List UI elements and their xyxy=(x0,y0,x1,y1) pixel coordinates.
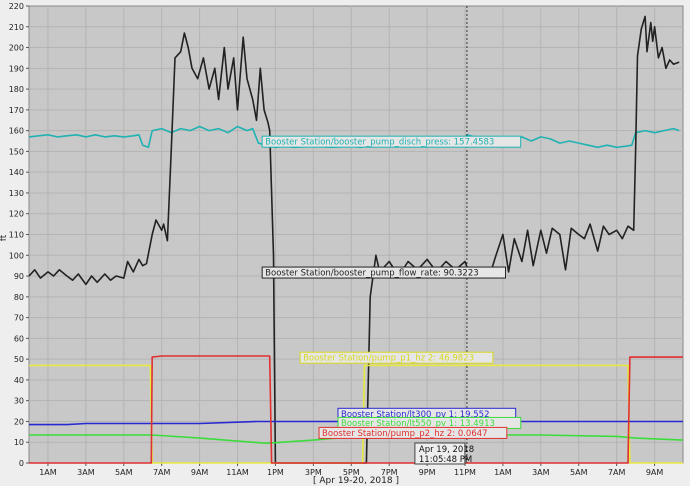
grid-lines xyxy=(29,6,683,463)
y-tick-label: 120 xyxy=(9,210,24,219)
y-tick-label: 220 xyxy=(9,2,24,11)
y-tick-label: 90 xyxy=(14,272,24,281)
annotation-box xyxy=(318,426,508,439)
x-tick-label: 1AM xyxy=(494,468,512,477)
x-tick-label: 7AM xyxy=(153,468,171,477)
x-tick-label: 9PM xyxy=(419,468,436,477)
y-tick-label: 140 xyxy=(9,168,24,177)
y-tick-label: 130 xyxy=(9,189,24,198)
y-tick-label: 190 xyxy=(9,64,24,73)
y-tick-label: 150 xyxy=(9,147,24,156)
annotations: Booster Station/booster_pump_disch_press… xyxy=(261,135,522,439)
x-tick-label: 5PM xyxy=(343,468,360,477)
x-tick-label: 9AM xyxy=(646,468,664,477)
y-tick-label: 210 xyxy=(9,23,24,32)
y-tick-label: 50 xyxy=(14,355,24,364)
series-line-6[interactable] xyxy=(29,355,683,464)
annotation-label: Booster Station/booster_pump_flow_rate: … xyxy=(265,269,478,279)
x-tick-label: 5AM xyxy=(115,468,133,477)
annotation-label: Booster Station/pump_p1_hz 2: 46.9823 xyxy=(303,354,474,364)
y-tick-label: 200 xyxy=(9,44,24,53)
x-tick-label: 7PM xyxy=(381,468,398,477)
annotation-box xyxy=(299,351,494,364)
y-axis-ticks: 0 10 20 30 40 50 60 70 80 90 100 110 120 130 140 150 160… xyxy=(9,2,29,468)
y-tick-label: 160 xyxy=(9,127,24,136)
cursor-timestamp-box xyxy=(414,442,466,465)
y-tick-label: 170 xyxy=(9,106,24,115)
y-tick-label: 0 xyxy=(19,459,24,468)
annotation-box xyxy=(261,266,507,279)
x-tick-label: 3AM xyxy=(532,468,550,477)
y-axis-label: ft xyxy=(0,234,9,241)
annotation-label: Booster Station/lt550_pv 1: 13.4913 xyxy=(341,419,495,429)
cursor-date: Apr 19, 2018 xyxy=(419,445,474,455)
y-tick-label: 60 xyxy=(14,334,24,343)
annotation-label: Booster Station/lt300_pv 1: 19.552 xyxy=(341,410,490,420)
annotation-label: Booster Station/pump_p2_hz 2: 0.0647 xyxy=(322,429,488,439)
y-tick-label: 10 xyxy=(14,438,24,447)
x-tick-label: 9AM xyxy=(191,468,209,477)
x-tick-label: 3PM xyxy=(305,468,322,477)
y-tick-label: 70 xyxy=(14,314,24,323)
y-tick-label: 180 xyxy=(9,85,24,94)
annotation-label: Booster Station/booster_pump_disch_press… xyxy=(265,138,494,148)
x-axis-label: [ Apr 19-20, 2018 ] xyxy=(313,476,399,486)
x-tick-label: 11PM xyxy=(454,468,476,477)
x-tick-label: 5AM xyxy=(570,468,588,477)
y-tick-label: 40 xyxy=(14,376,24,385)
series-line-4[interactable] xyxy=(29,420,683,426)
x-tick-label: 3AM xyxy=(77,468,95,477)
y-tick-label: 100 xyxy=(9,251,24,260)
x-tick-label: 1AM xyxy=(39,468,57,477)
y-tick-label: 110 xyxy=(9,231,24,240)
annotation-box xyxy=(261,135,522,148)
x-tick-label: 11AM xyxy=(226,468,249,477)
x-tick-label: 7AM xyxy=(608,468,626,477)
y-tick-label: 20 xyxy=(14,417,24,426)
cursor-timestamp: Apr 19, 2018 11:05:48 PM xyxy=(414,442,474,465)
y-tick-label: 30 xyxy=(14,397,24,406)
x-tick-label: 1PM xyxy=(267,468,284,477)
x-axis-ticks: 1AM 3AM 5AM 7AM 9AM 11AM 1PM 3PM 5PM 7PM 9PM 11PM 1A… xyxy=(39,463,663,477)
cursor-time: 11:05:48 PM xyxy=(419,455,472,465)
y-tick-label: 80 xyxy=(14,293,24,302)
